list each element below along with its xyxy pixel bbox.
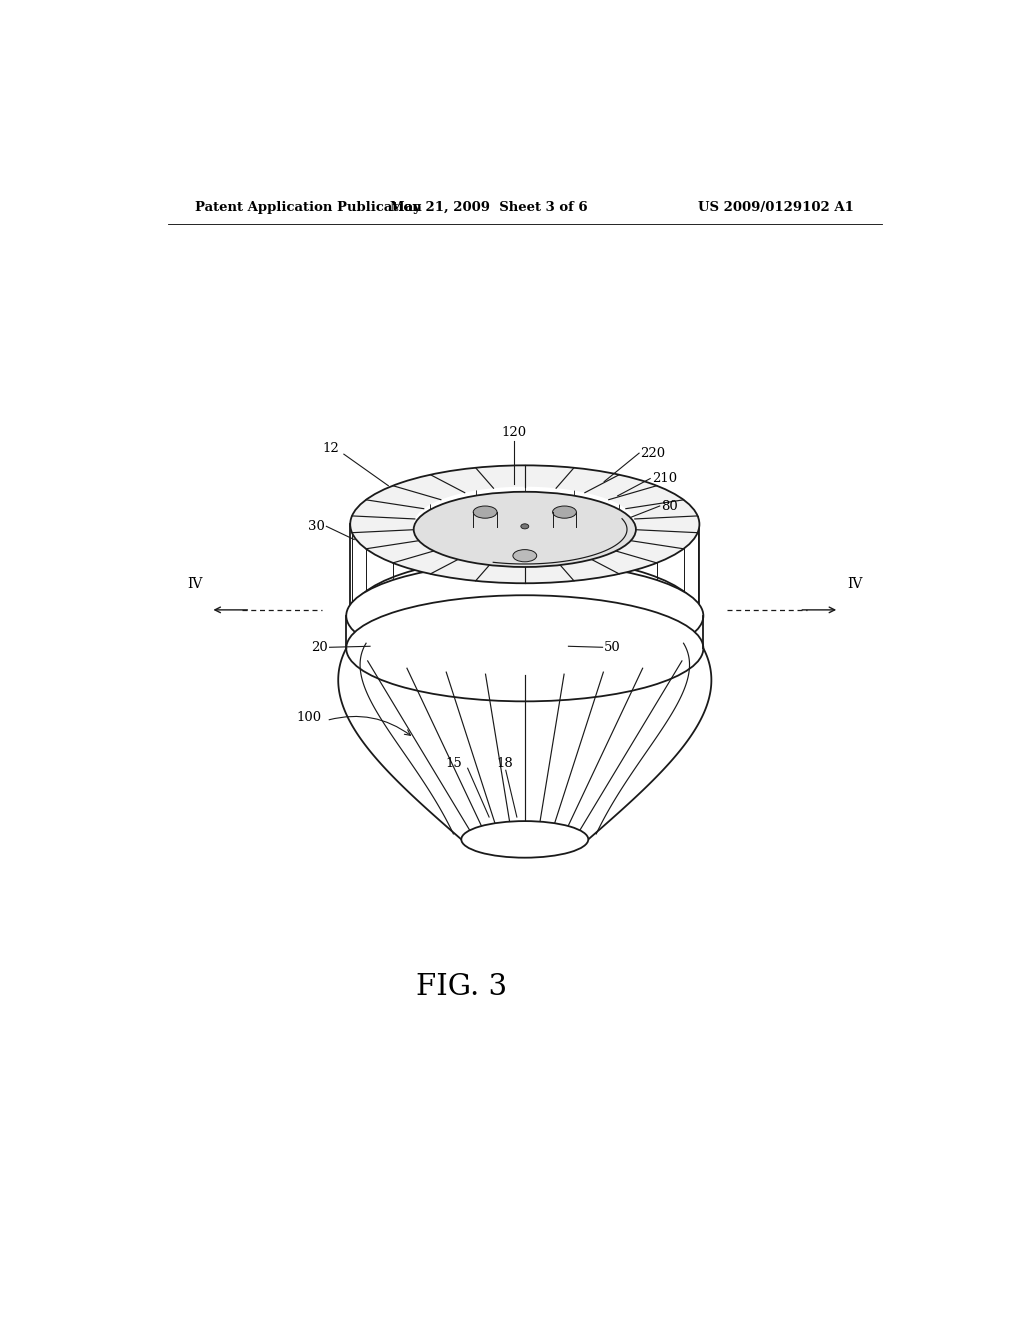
Text: 12: 12	[322, 442, 339, 454]
Polygon shape	[346, 615, 703, 648]
Polygon shape	[338, 648, 712, 840]
Text: FIG. 3: FIG. 3	[416, 973, 507, 1001]
Text: 50: 50	[604, 640, 621, 653]
Text: IV: IV	[847, 577, 862, 591]
Text: 100: 100	[296, 711, 322, 723]
Polygon shape	[350, 466, 699, 583]
Text: US 2009/0129102 A1: US 2009/0129102 A1	[698, 201, 854, 214]
Ellipse shape	[414, 492, 636, 568]
Text: 20: 20	[311, 640, 328, 653]
Ellipse shape	[473, 506, 497, 519]
Text: 15: 15	[445, 756, 462, 770]
Ellipse shape	[461, 821, 588, 858]
Ellipse shape	[521, 524, 528, 529]
Ellipse shape	[513, 549, 537, 562]
Text: 220: 220	[640, 446, 665, 459]
Text: 18: 18	[497, 756, 513, 770]
Text: 210: 210	[652, 473, 677, 484]
Text: 120: 120	[502, 426, 527, 440]
Ellipse shape	[350, 557, 699, 675]
Text: Patent Application Publication: Patent Application Publication	[196, 201, 422, 214]
Text: 30: 30	[308, 520, 325, 533]
Ellipse shape	[553, 506, 577, 519]
Text: May 21, 2009  Sheet 3 of 6: May 21, 2009 Sheet 3 of 6	[390, 201, 588, 214]
Ellipse shape	[346, 595, 703, 701]
Text: 80: 80	[662, 499, 678, 512]
Ellipse shape	[346, 562, 703, 669]
Text: IV: IV	[187, 577, 203, 591]
